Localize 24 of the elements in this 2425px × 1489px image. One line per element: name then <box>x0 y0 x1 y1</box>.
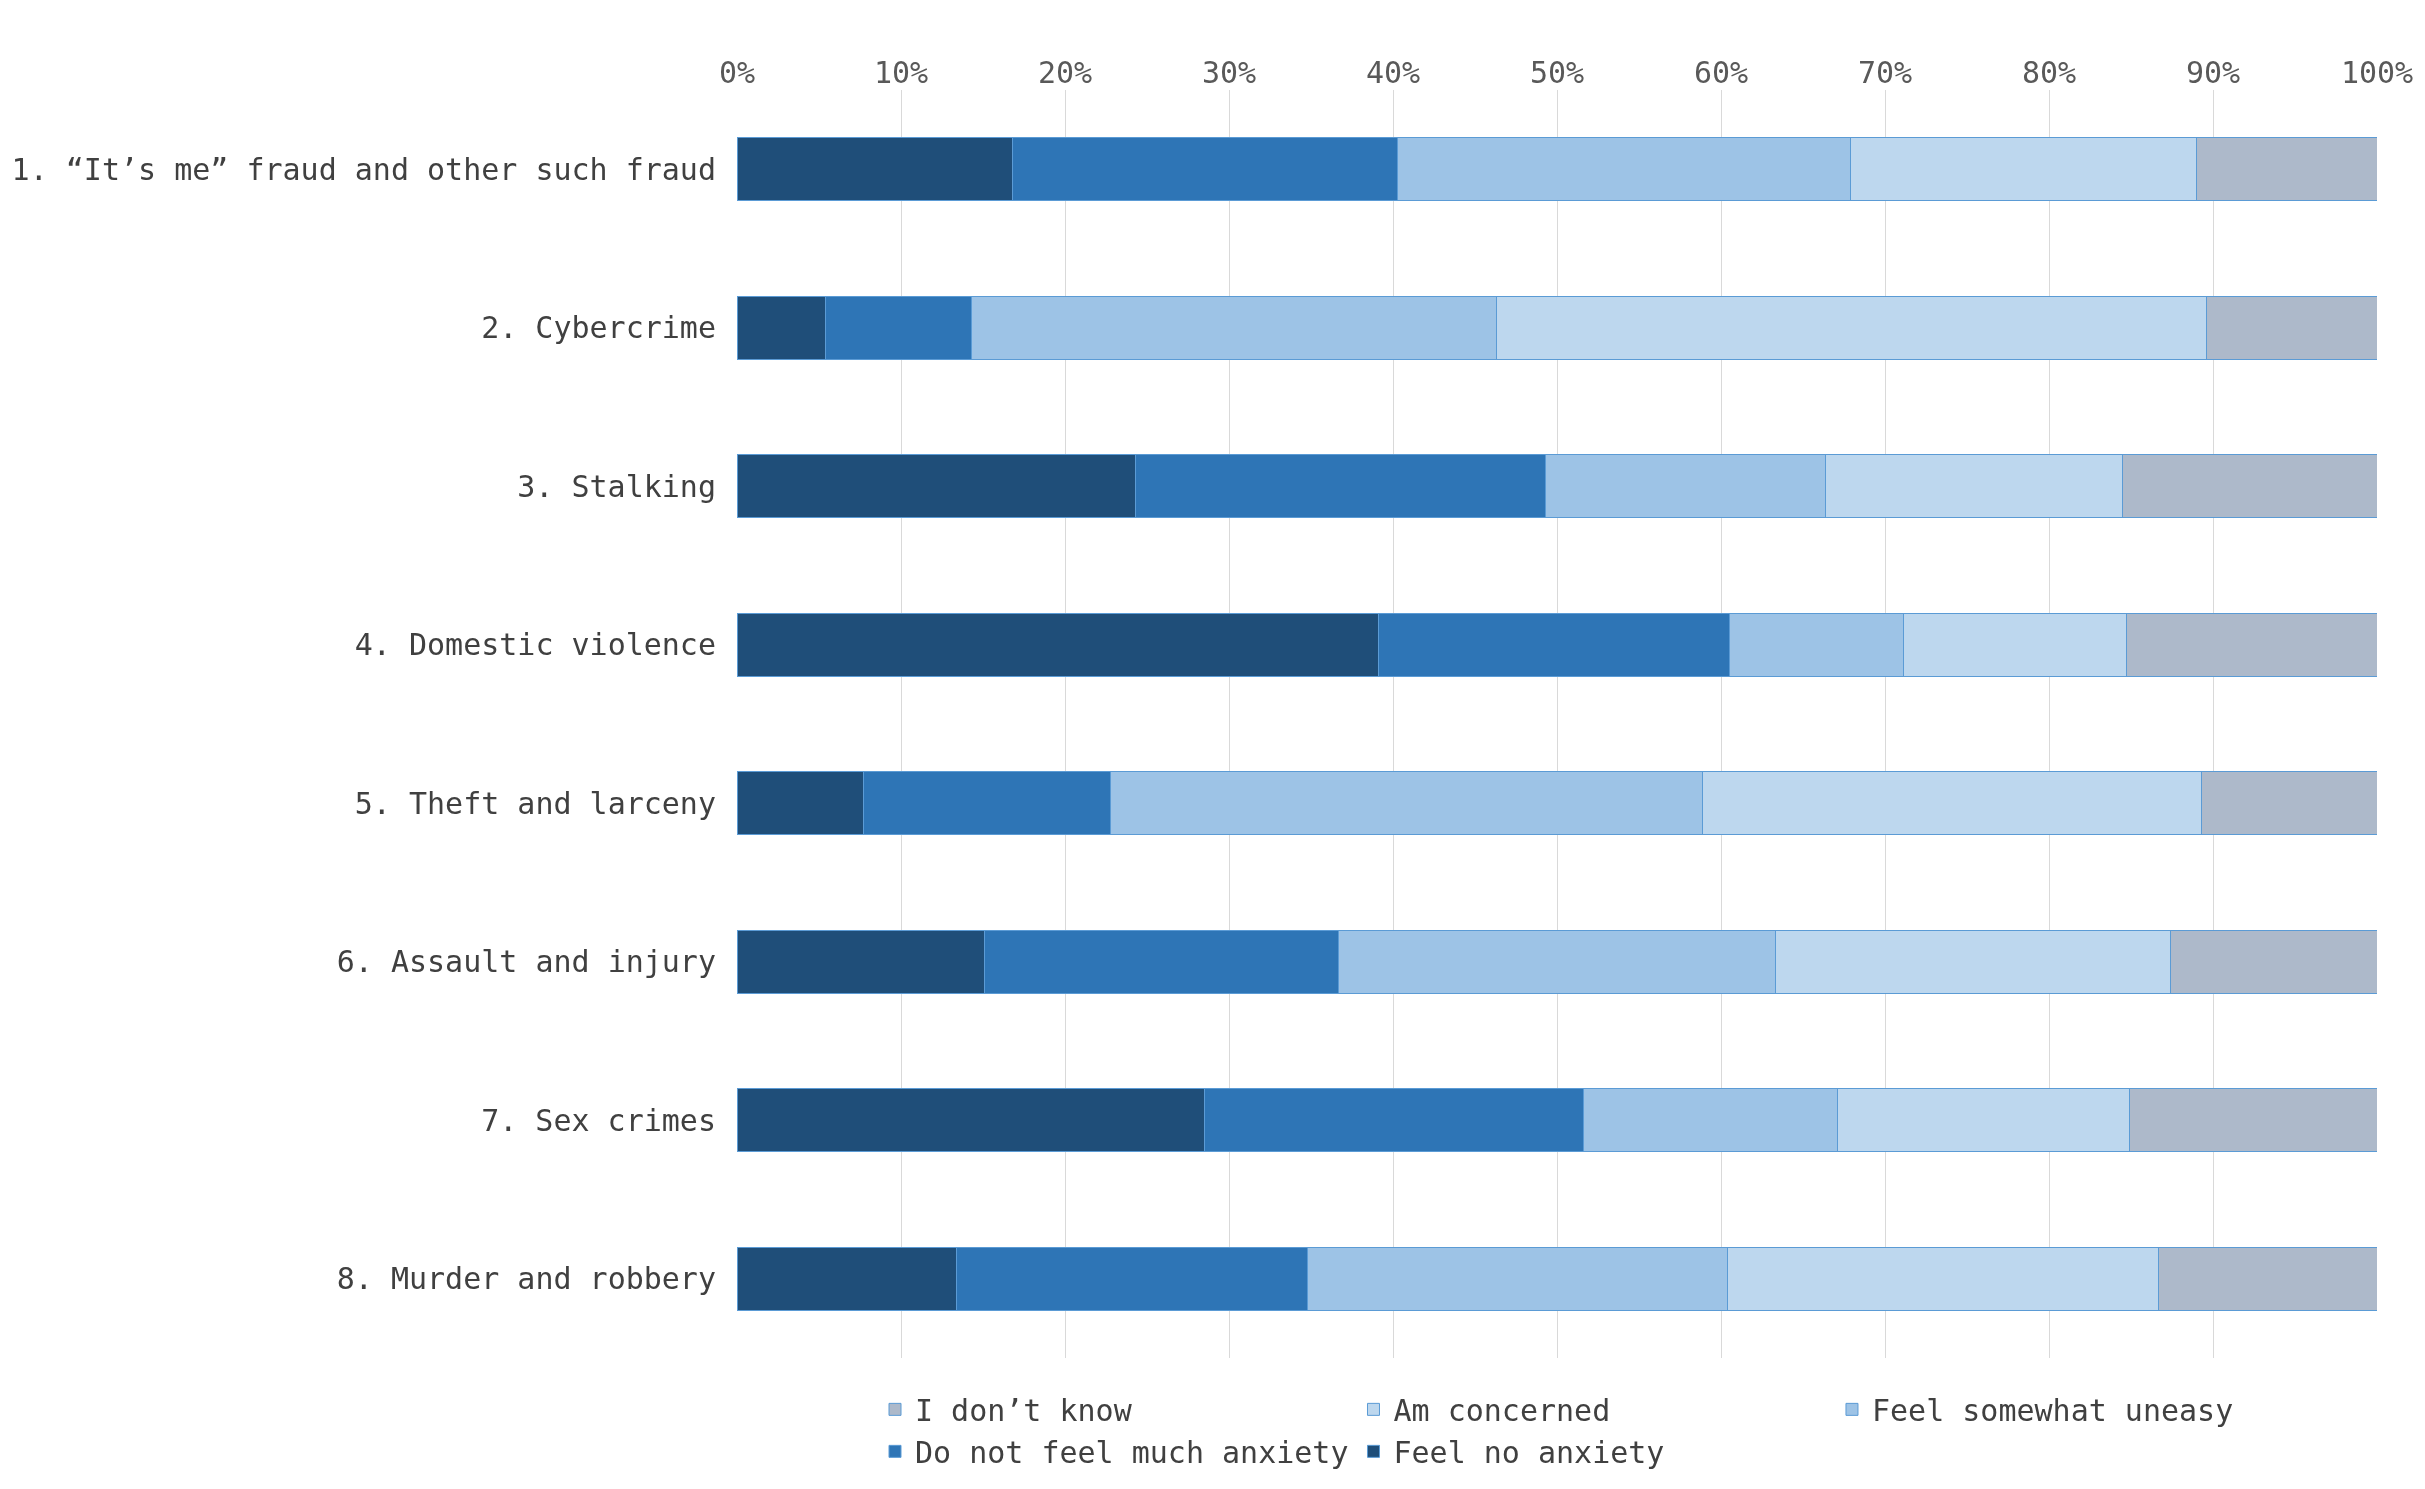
legend-label: Feel somewhat uneasy <box>1871 1393 2234 1429</box>
x-tick-label: 40% <box>1365 55 1421 90</box>
x-tick-label: 100% <box>2340 55 2414 90</box>
legend-label: I don’t know <box>915 1393 1133 1429</box>
x-tick-label: 60% <box>1693 55 1749 90</box>
x-tick-label: 0% <box>718 55 756 90</box>
x-tick-label: 80% <box>2021 55 2077 90</box>
x-tick-label: 20% <box>1037 55 1093 90</box>
x-tick-label: 10% <box>873 55 929 90</box>
legend-label: Feel no anxiety <box>1393 1435 1665 1471</box>
y-tick-label: 8. Murder and robbery <box>336 1261 716 1297</box>
y-tick-label: 1. “It’s me” fraud and other such fraud <box>11 151 716 187</box>
legend-label: Do not feel much anxiety <box>915 1435 1349 1471</box>
y-tick-label: 3. Stalking <box>517 468 716 504</box>
y-tick-label: 7. Sex crimes <box>481 1102 716 1138</box>
x-tick-label: 70% <box>1857 55 1913 90</box>
y-tick-label: 2. Cybercrime <box>481 310 716 346</box>
y-tick-label: 6. Assault and injury <box>336 944 716 980</box>
x-tick-label: 30% <box>1201 55 1257 90</box>
x-tick-label: 90% <box>2185 55 2241 90</box>
y-tick-label: 4. Domestic violence <box>354 627 716 663</box>
x-tick-label: 50% <box>1529 55 1585 90</box>
legend-label: Am concerned <box>1393 1393 1611 1429</box>
y-tick-label: 5. Theft and larceny <box>354 785 716 821</box>
